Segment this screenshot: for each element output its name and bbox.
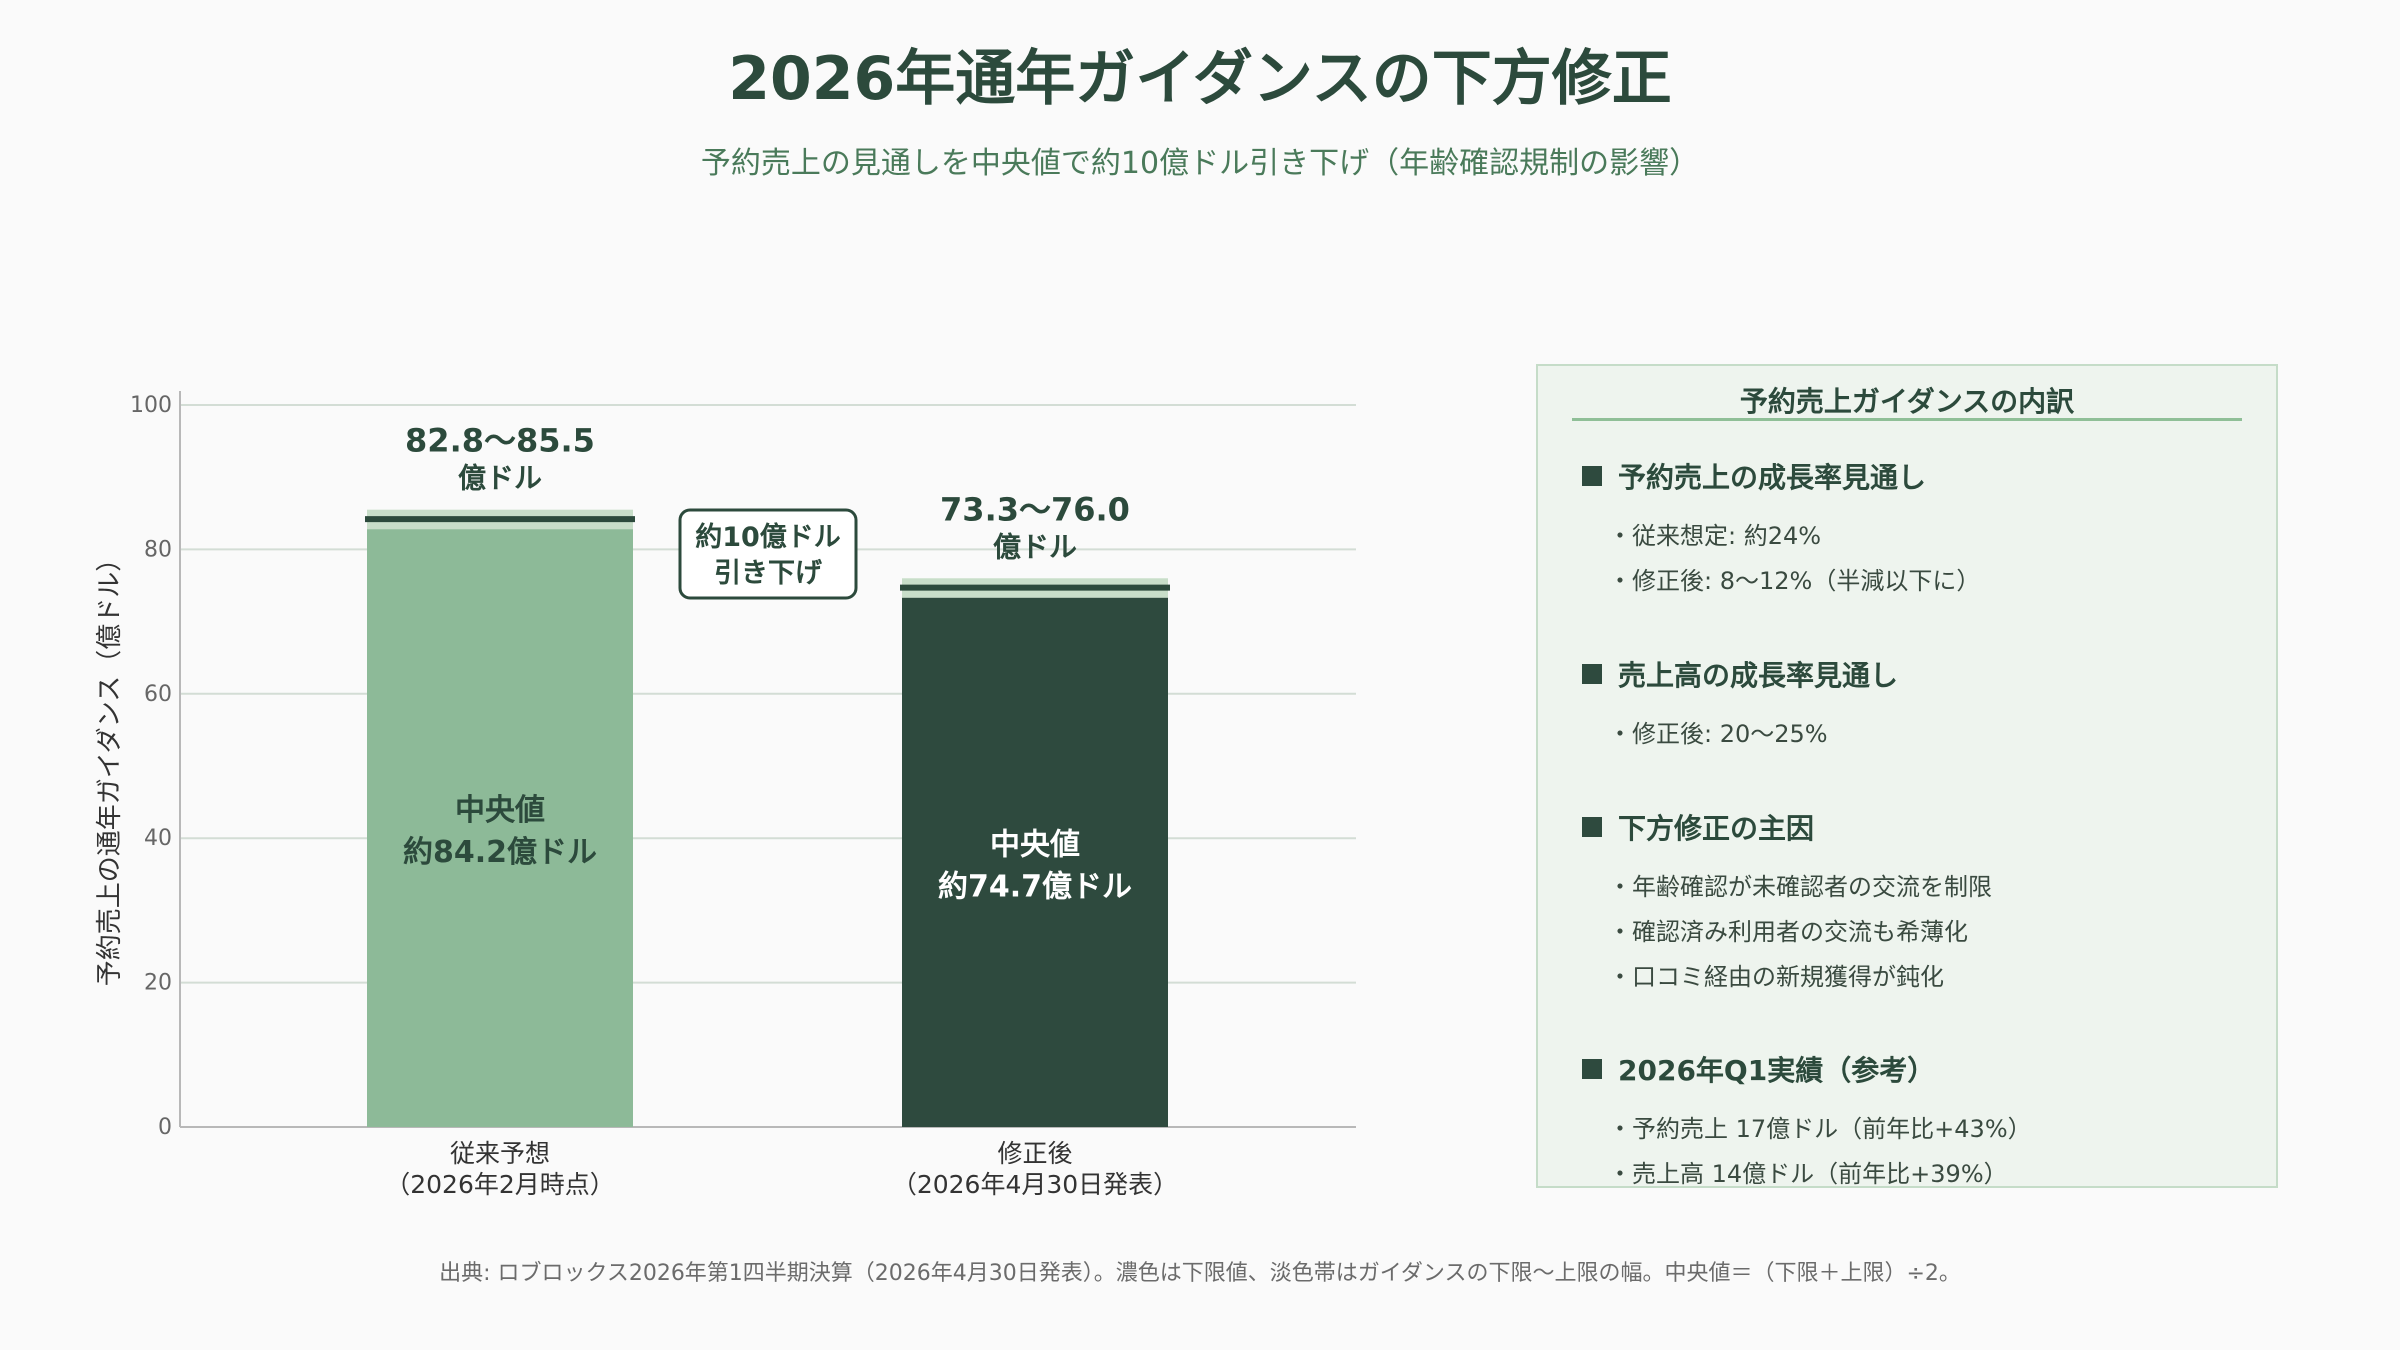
y-tick-label: 40 — [144, 826, 172, 851]
list-item: ・修正後: 8〜12%（半減以下に） — [1608, 567, 1981, 595]
y-axis-label: 予約売上の通年ガイダンス（億ドル） — [95, 546, 125, 986]
median-title-label: 中央値 — [455, 793, 545, 828]
page-title: 2026年通年ガイダンスの下方修正 — [728, 44, 1672, 114]
y-tick-label: 80 — [144, 537, 172, 562]
section-heading-q1-results: 2026年Q1実績（参考） — [1582, 1049, 1935, 1089]
y-tick-label: 60 — [144, 682, 172, 707]
x-tick-label: 従来予想 — [450, 1139, 550, 1168]
breakdown-panel: 予約売上ガイダンスの内訳 予約売上の成長率見通し ・従来想定: 約24% ・修正… — [1536, 364, 2278, 1188]
section-heading-revenue-growth: 売上高の成長率見通し — [1582, 654, 1898, 694]
square-bullet-icon — [1582, 466, 1602, 486]
list-item: ・売上高 14億ドル（前年比+39%） — [1608, 1160, 2008, 1188]
y-tick-label: 0 — [158, 1115, 172, 1140]
median-value-label: 約74.7億ドル — [938, 869, 1132, 904]
guidance-bar-chart: 020406080100予約売上の通年ガイダンス（億ドル）82.8〜85.5億ド… — [95, 391, 1356, 1199]
x-tick-label: 修正後 — [997, 1139, 1072, 1168]
section-heading-main-causes: 下方修正の主因 — [1582, 807, 1814, 847]
square-bullet-icon — [1582, 817, 1602, 837]
range-label: 73.3〜76.0 — [940, 490, 1130, 528]
panel-title: 予約売上ガイダンスの内訳 — [1739, 385, 2075, 418]
section-heading-bookings-growth: 予約売上の成長率見通し — [1582, 456, 1926, 496]
page-subtitle: 予約売上の見通しを中央値で約10億ドル引き下げ（年齢確認規制の影響） — [700, 146, 1700, 181]
median-value-label: 約84.2億ドル — [403, 835, 597, 870]
reduction-callout-box — [678, 508, 858, 600]
list-item: ・修正後: 20〜25% — [1608, 720, 1828, 748]
y-tick-label: 100 — [130, 393, 172, 418]
bar-lower-bound — [367, 529, 633, 1127]
square-bullet-icon — [1582, 1059, 1602, 1079]
list-item: ・年齢確認が未確認者の交流を制限 — [1608, 873, 1992, 901]
list-item: ・予約売上 17億ドル（前年比+43%） — [1608, 1115, 2032, 1143]
list-item: ・従来想定: 約24% — [1608, 522, 1822, 550]
range-unit-label: 億ドル — [458, 462, 542, 495]
source-note: 出典: ロブロックス2026年第1四半期決算（2026年4月30日発表）。濃色は… — [439, 1261, 1961, 1286]
range-unit-label: 億ドル — [993, 530, 1077, 563]
panel-divider — [1572, 418, 2242, 421]
reduction-callout-line1: 約10億ドル — [695, 521, 841, 553]
reduction-callout-line2: 引き下げ — [714, 558, 823, 589]
range-label: 82.8〜85.5 — [405, 422, 595, 460]
list-item: ・口コミ経由の新規獲得が鈍化 — [1608, 963, 1944, 991]
bar-lower-bound — [902, 597, 1168, 1127]
list-item: ・確認済み利用者の交流も希薄化 — [1608, 918, 1968, 946]
y-tick-label: 20 — [144, 971, 172, 996]
median-title-label: 中央値 — [990, 827, 1080, 862]
x-tick-label-sub: （2026年4月30日発表） — [892, 1170, 1178, 1199]
x-tick-label-sub: （2026年2月時点） — [385, 1170, 615, 1199]
square-bullet-icon — [1582, 664, 1602, 684]
